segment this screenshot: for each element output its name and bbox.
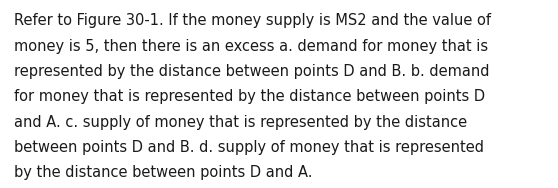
Text: Refer to Figure 30-1. If the money supply is MS2 and the value of: Refer to Figure 30-1. If the money suppl… <box>14 13 491 28</box>
Text: between points D and B. d. supply of money that is represented: between points D and B. d. supply of mon… <box>14 140 484 155</box>
Text: money is 5, then there is an excess a. demand for money that is: money is 5, then there is an excess a. d… <box>14 39 488 54</box>
Text: by the distance between points D and A.: by the distance between points D and A. <box>14 165 312 180</box>
Text: for money that is represented by the distance between points D: for money that is represented by the dis… <box>14 89 485 104</box>
Text: and A. c. supply of money that is represented by the distance: and A. c. supply of money that is repres… <box>14 115 467 130</box>
Text: represented by the distance between points D and B. b. demand: represented by the distance between poin… <box>14 64 489 79</box>
